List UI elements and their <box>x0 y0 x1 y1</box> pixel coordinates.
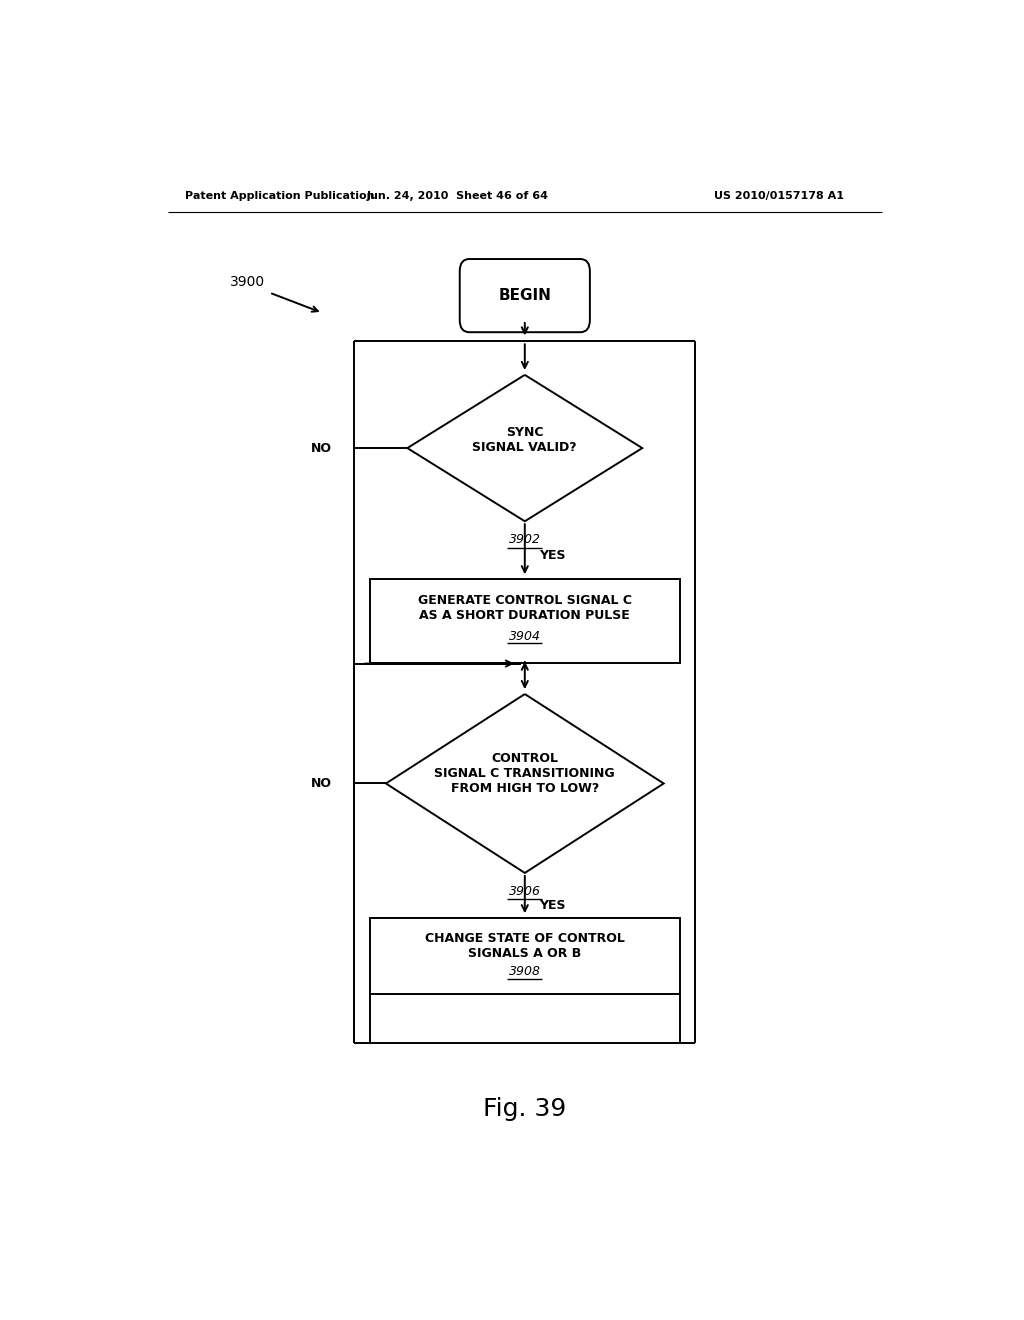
Text: Fig. 39: Fig. 39 <box>483 1097 566 1121</box>
Text: CHANGE STATE OF CONTROL
SIGNALS A OR B: CHANGE STATE OF CONTROL SIGNALS A OR B <box>425 932 625 960</box>
Text: YES: YES <box>539 549 565 562</box>
Text: 3906: 3906 <box>509 884 541 898</box>
Text: NO: NO <box>311 442 332 454</box>
Text: 3908: 3908 <box>509 965 541 978</box>
Text: NO: NO <box>311 777 332 789</box>
Text: Jun. 24, 2010  Sheet 46 of 64: Jun. 24, 2010 Sheet 46 of 64 <box>367 191 548 201</box>
Bar <box>370 579 680 663</box>
Text: SYNC
SIGNAL VALID?: SYNC SIGNAL VALID? <box>472 426 578 454</box>
Text: GENERATE CONTROL SIGNAL C
AS A SHORT DURATION PULSE: GENERATE CONTROL SIGNAL C AS A SHORT DUR… <box>418 594 632 622</box>
Text: 3900: 3900 <box>229 276 265 289</box>
Bar <box>370 919 680 994</box>
Text: 3904: 3904 <box>509 630 541 643</box>
Text: YES: YES <box>539 899 565 912</box>
Text: US 2010/0157178 A1: US 2010/0157178 A1 <box>714 191 844 201</box>
Text: 3902: 3902 <box>509 533 541 546</box>
FancyBboxPatch shape <box>460 259 590 333</box>
Text: CONTROL
SIGNAL C TRANSITIONING
FROM HIGH TO LOW?: CONTROL SIGNAL C TRANSITIONING FROM HIGH… <box>434 752 615 795</box>
Polygon shape <box>386 694 664 873</box>
Text: Patent Application Publication: Patent Application Publication <box>185 191 375 201</box>
Polygon shape <box>408 375 642 521</box>
Text: BEGIN: BEGIN <box>499 288 551 304</box>
